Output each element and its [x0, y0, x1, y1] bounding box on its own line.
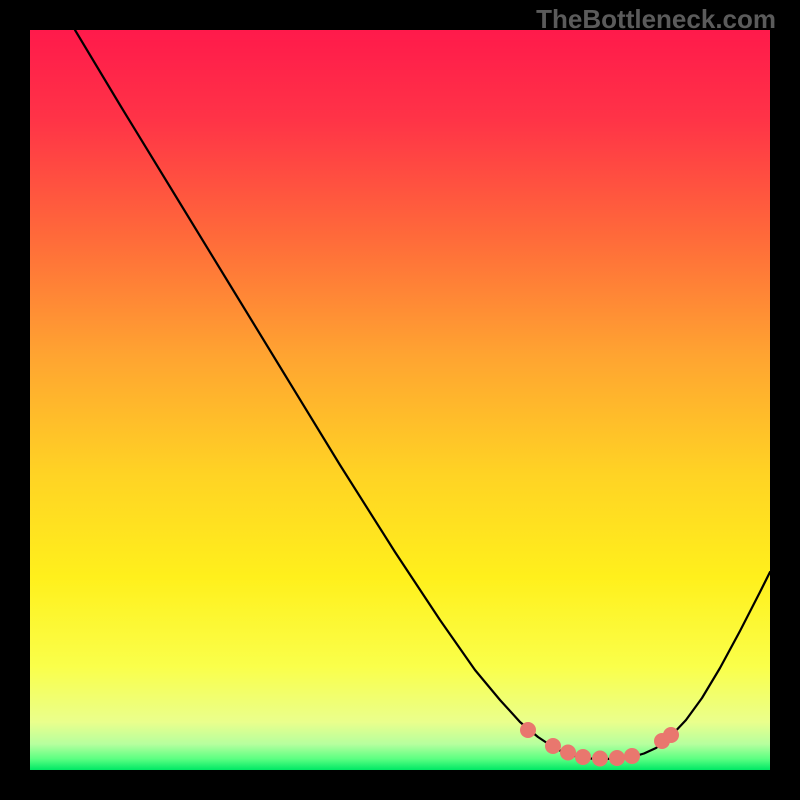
- plot-area: [30, 30, 770, 770]
- marker-dot: [663, 727, 679, 743]
- marker-dot: [624, 748, 640, 764]
- marker-dot: [592, 751, 608, 767]
- marker-dot: [609, 750, 625, 766]
- marker-dot: [545, 738, 561, 754]
- marker-dot: [520, 722, 536, 738]
- marker-dot: [560, 745, 576, 761]
- chart-frame: TheBottleneck.com: [0, 0, 800, 800]
- chart-svg: [30, 30, 770, 770]
- marker-dot: [575, 749, 591, 765]
